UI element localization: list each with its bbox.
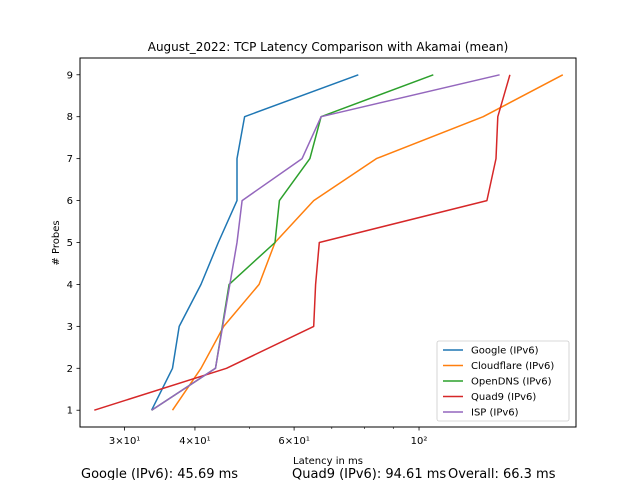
x-tick-label: 10² xyxy=(411,436,428,447)
series-line-quad9-ipv6 xyxy=(94,74,511,411)
y-tick-label: 1 xyxy=(67,406,73,417)
legend-label-quad9-ipv6: Quad9 (IPv6) xyxy=(471,392,536,403)
x-tick-label: 3×10¹ xyxy=(109,436,140,447)
chart-title: August_2022: TCP Latency Comparison with… xyxy=(148,40,509,54)
footer-overall-mean: Overall: 66.3 ms xyxy=(448,467,556,480)
x-tick-label: 4×10¹ xyxy=(179,436,210,447)
y-tick-label: 6 xyxy=(67,196,73,207)
y-tick-label: 9 xyxy=(67,70,73,81)
legend-label-isp-ipv6: ISP (IPv6) xyxy=(471,408,519,419)
y-tick-label: 3 xyxy=(67,322,73,333)
y-tick-label: 8 xyxy=(67,112,73,123)
x-tick-label: 6×10¹ xyxy=(278,436,309,447)
y-tick-label: 5 xyxy=(67,238,73,249)
legend: Google (IPv6) Cloudflare (IPv6) OpenDNS (I… xyxy=(436,340,570,422)
x-axis: 3×10¹ 4×10¹ 6×10¹ 10² xyxy=(109,427,428,447)
series-line-isp-ipv6 xyxy=(151,74,500,411)
x-axis-label: Latency in ms xyxy=(293,456,363,467)
legend-label-opendns-ipv6: OpenDNS (IPv6) xyxy=(471,377,552,388)
y-tick-label: 2 xyxy=(67,364,73,375)
footer-quad9-mean: Quad9 (IPv6): 94.61 ms xyxy=(292,467,446,480)
y-tick-label: 7 xyxy=(67,154,73,165)
footer-google-mean: Google (IPv6): 45.69 ms xyxy=(81,467,238,480)
y-axis-label: # Probes xyxy=(51,220,62,265)
legend-label-cloudflare-ipv6: Cloudflare (IPv6) xyxy=(471,361,554,372)
y-tick-label: 4 xyxy=(67,280,73,291)
legend-box xyxy=(436,340,570,422)
series-layer xyxy=(94,74,564,411)
series-line-google-ipv6 xyxy=(150,74,359,411)
y-axis: 1 2 3 4 5 6 7 8 9 xyxy=(67,70,80,417)
legend-label-google-ipv6: Google (IPv6) xyxy=(471,346,539,357)
